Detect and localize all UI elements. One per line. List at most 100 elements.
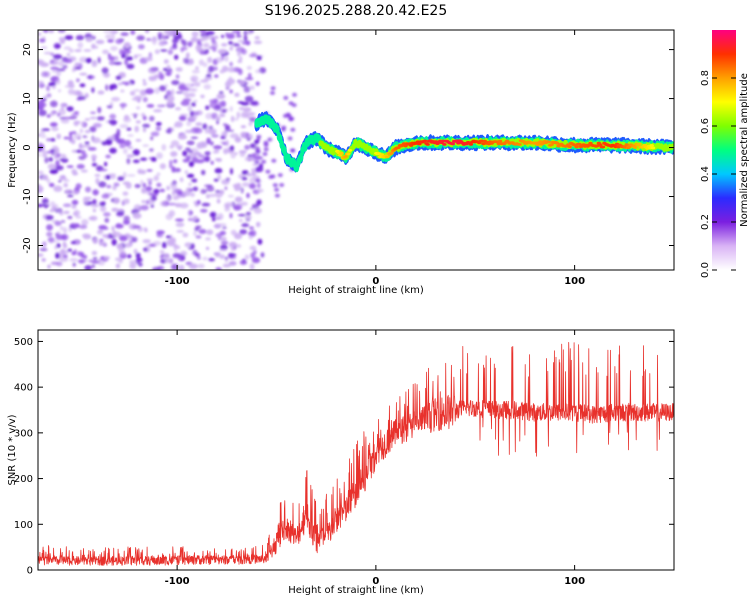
noise-blob	[74, 66, 81, 70]
noise-blob	[238, 80, 246, 86]
noise-blob	[153, 175, 159, 182]
noise-blob	[193, 215, 198, 221]
noise-blob	[55, 252, 60, 259]
noise-blob	[220, 48, 228, 54]
noise-blob	[84, 93, 89, 98]
noise-blob	[179, 177, 184, 183]
noise-blob	[217, 174, 222, 181]
y-tick-label: 10	[22, 92, 33, 105]
noise-blob	[244, 95, 254, 103]
noise-blob	[150, 67, 157, 72]
noise-blob	[57, 60, 65, 67]
noise-blob	[148, 75, 156, 82]
noise-blob	[153, 109, 163, 113]
noise-blob	[261, 159, 267, 164]
noise-blob	[239, 218, 243, 223]
noise-blob	[50, 138, 56, 142]
noise-blob	[56, 243, 61, 248]
noise-blob	[220, 34, 225, 39]
noise-blob	[141, 200, 146, 204]
noise-blob	[142, 123, 151, 128]
noise-blob	[71, 139, 76, 145]
noise-blob	[105, 84, 109, 91]
noise-blob	[81, 144, 85, 149]
noise-blob	[124, 58, 129, 66]
noise-blob	[46, 93, 52, 97]
noise-blob	[166, 90, 172, 97]
noise-blob	[226, 78, 236, 85]
noise-blob	[58, 180, 62, 183]
noise-blob	[100, 256, 104, 260]
noise-blob	[236, 111, 241, 119]
noise-blob	[234, 92, 240, 97]
noise-blob	[180, 100, 190, 106]
noise-blob	[60, 226, 64, 231]
noise-blob	[182, 191, 191, 197]
noise-blob	[190, 243, 195, 250]
noise-blob	[196, 199, 201, 205]
noise-blob	[193, 99, 198, 103]
noise-blob	[165, 72, 172, 77]
noise-blob	[66, 53, 71, 57]
noise-blob	[214, 74, 219, 78]
noise-blob	[82, 135, 88, 139]
noise-blob	[192, 152, 198, 157]
noise-blob	[185, 52, 190, 59]
noise-blob	[170, 151, 178, 157]
noise-blob	[135, 252, 141, 259]
y-tick-label: 100	[14, 520, 33, 531]
noise-blob	[66, 106, 74, 112]
noise-blob	[270, 86, 276, 91]
noise-blob	[149, 148, 154, 152]
noise-blob	[191, 102, 196, 107]
noise-blob	[229, 89, 233, 94]
noise-blob	[241, 176, 248, 181]
noise-blob	[255, 221, 261, 228]
noise-blob	[66, 165, 74, 169]
noise-blob	[186, 140, 195, 146]
noise-blob	[167, 49, 174, 55]
noise-blob	[246, 65, 252, 70]
noise-blob	[63, 46, 72, 50]
noise-blob	[122, 171, 127, 179]
noise-blob	[87, 147, 97, 151]
noise-blob	[94, 174, 101, 177]
noise-blob	[63, 58, 73, 64]
noise-blob	[137, 168, 143, 175]
noise-blob	[169, 159, 173, 167]
noise-blob	[241, 230, 246, 235]
noise-blob	[54, 245, 58, 250]
x-tick-label: -100	[165, 276, 190, 287]
noise-blob	[111, 34, 115, 41]
ridge-segment	[577, 142, 582, 146]
noise-blob	[193, 231, 198, 237]
noise-blob	[209, 99, 218, 104]
noise-blob	[171, 166, 176, 173]
noise-blob	[142, 144, 149, 147]
noise-blob	[117, 176, 125, 181]
noise-blob	[167, 127, 173, 134]
noise-blob	[51, 85, 56, 89]
noise-blob	[41, 71, 48, 78]
noise-blob	[258, 163, 263, 169]
noise-blob	[199, 141, 208, 149]
noise-blob	[166, 95, 175, 102]
ridge-segment	[574, 145, 579, 149]
noise-blob	[243, 107, 252, 113]
noise-blob	[150, 131, 160, 137]
noise-blob	[140, 205, 149, 211]
noise-blob	[140, 179, 144, 187]
noise-blob	[256, 134, 262, 139]
noise-blob	[175, 222, 185, 228]
noise-blob	[145, 56, 153, 62]
noise-blob	[106, 105, 113, 109]
noise-blob	[279, 183, 285, 187]
noise-blob	[234, 117, 239, 121]
noise-blob	[277, 173, 283, 178]
noise-blob	[249, 53, 258, 58]
noise-blob	[281, 125, 287, 130]
noise-blob	[51, 126, 59, 132]
noise-blob	[100, 205, 107, 212]
noise-blob	[156, 152, 163, 159]
noise-blob	[228, 261, 237, 266]
